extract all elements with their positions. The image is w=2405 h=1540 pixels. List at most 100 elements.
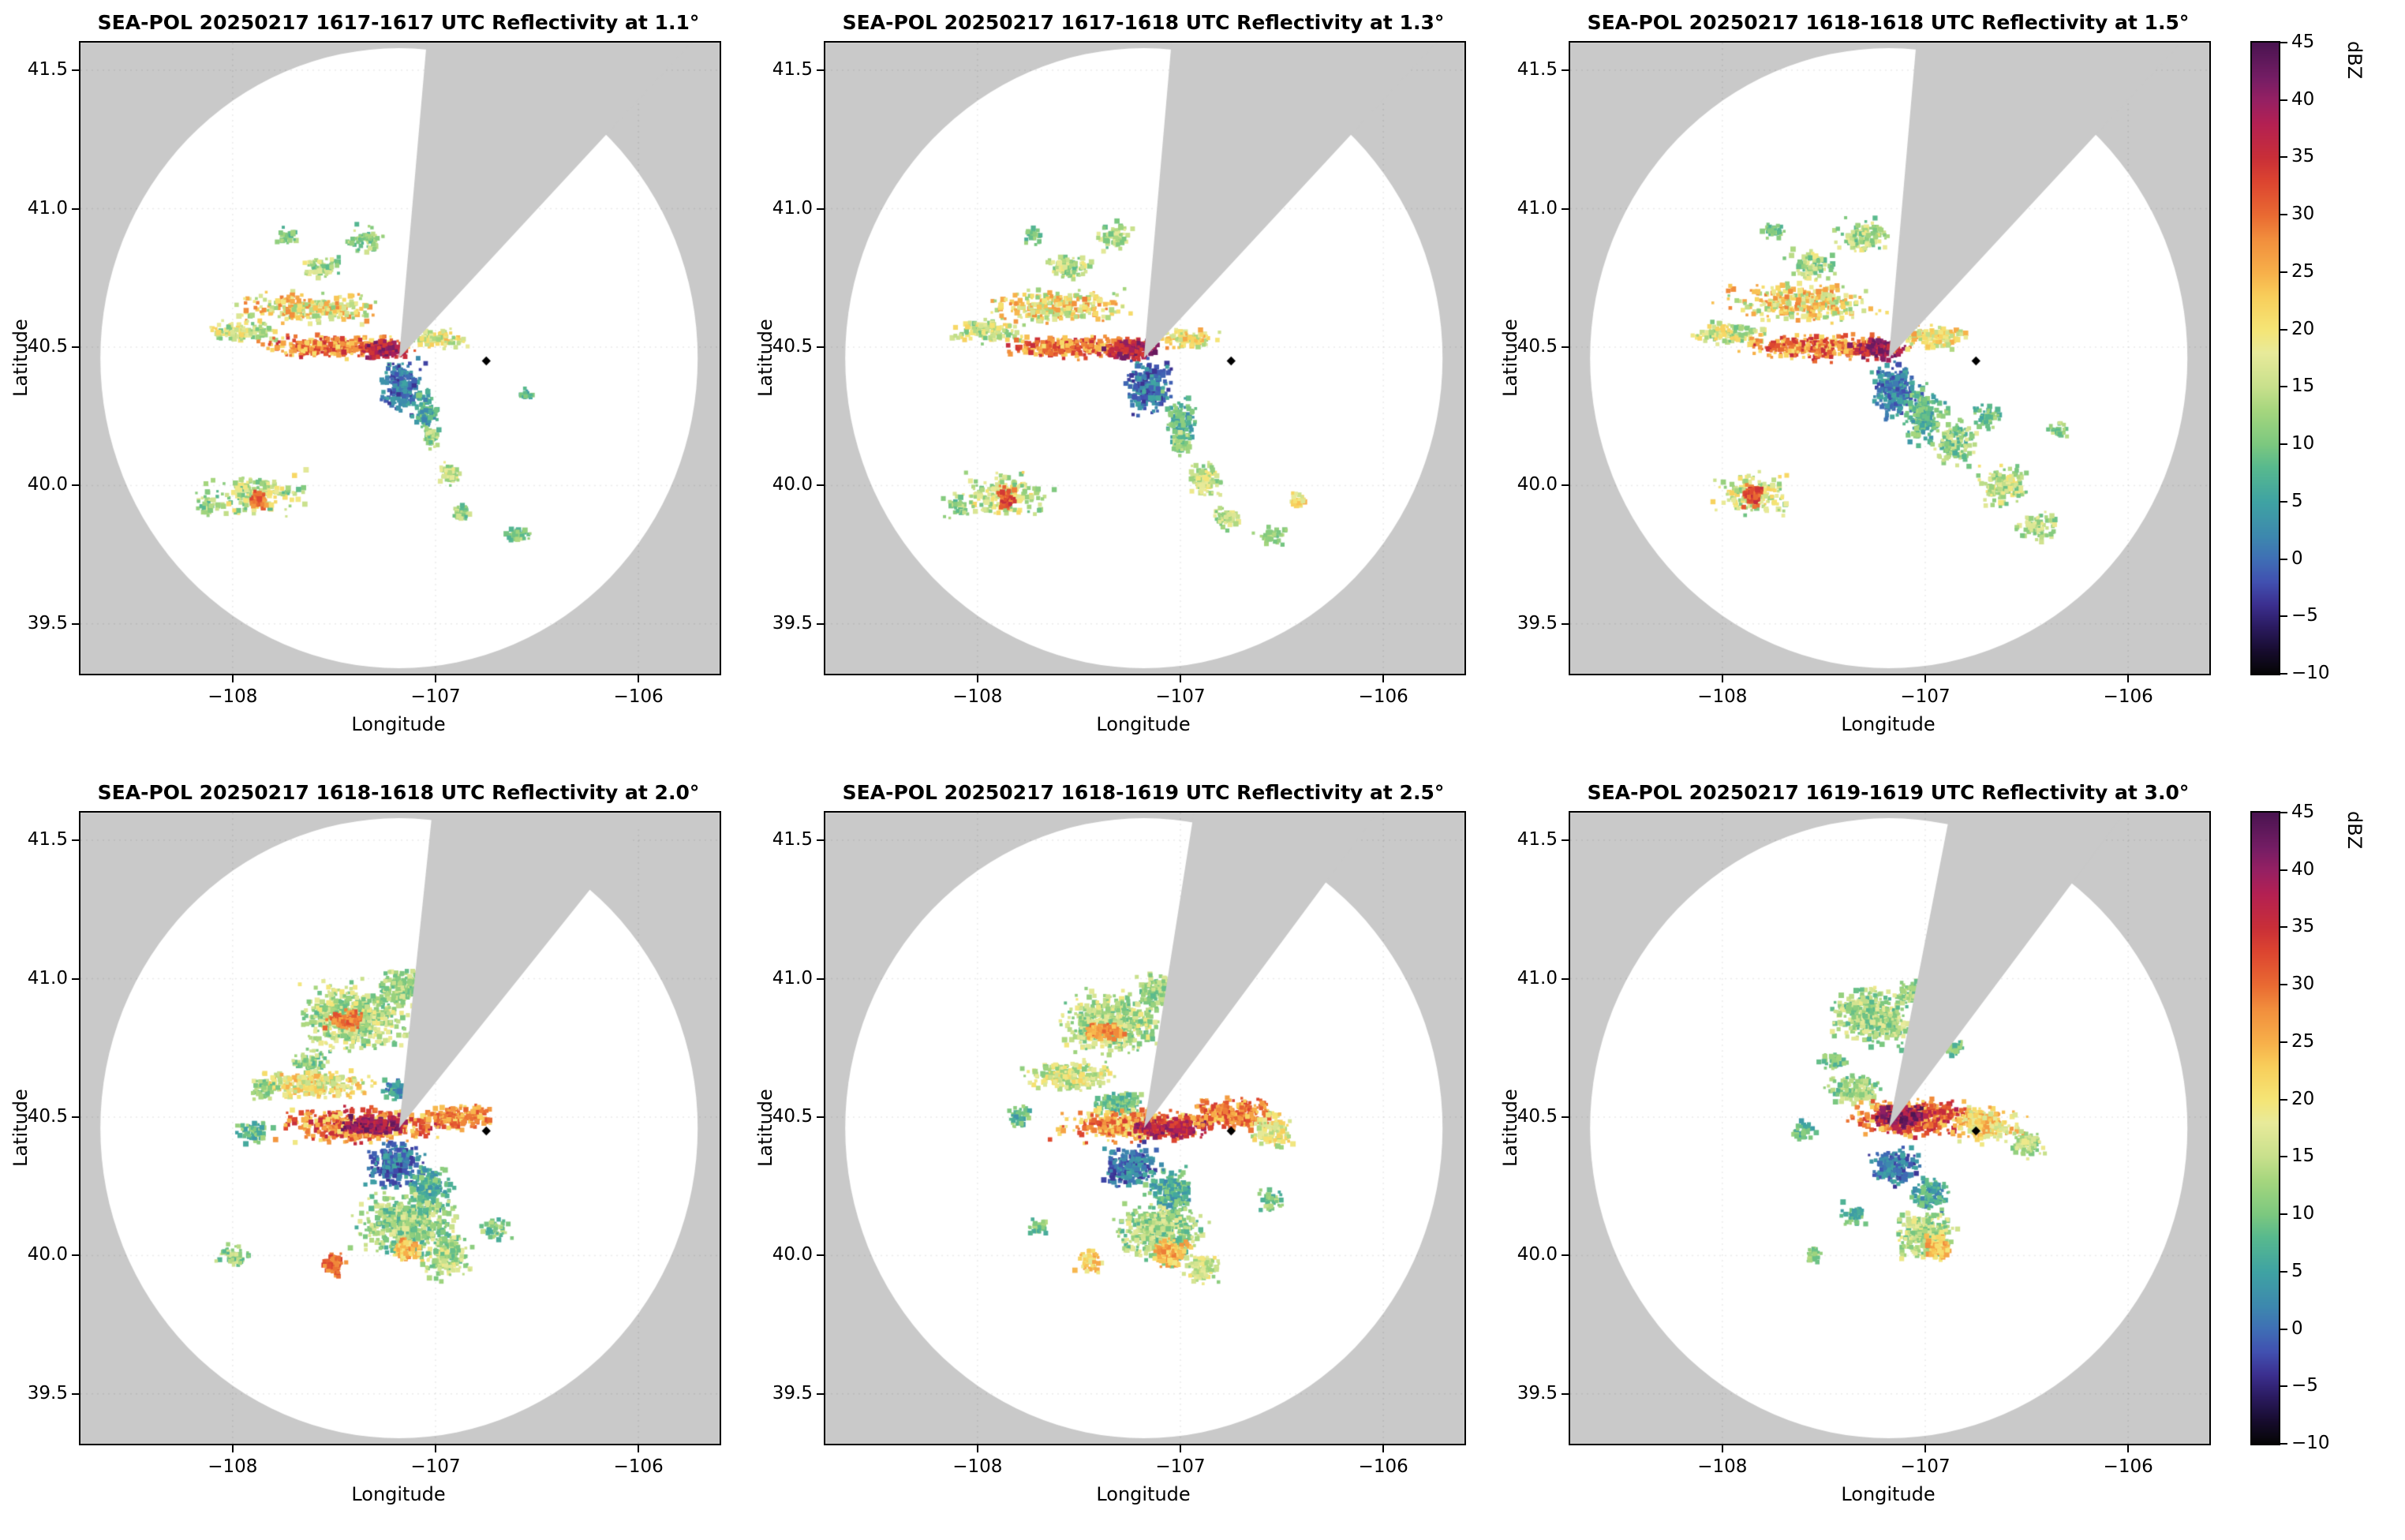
y-tick [72,1254,79,1257]
y-axis-label: Latitude [754,319,776,398]
panel-title: SEA-POL 20250217 1619-1619 UTC Reflectiv… [1587,781,2190,804]
colorbar-gradient [2250,41,2280,675]
x-tick-label: −108 [952,1456,1003,1477]
y-tick-label: 40.5 [1517,335,1558,357]
colorbar-tick [2280,1385,2287,1388]
y-tick-label: 40.0 [27,1244,68,1265]
radar-plot-canvas [824,41,1466,675]
y-tick [1562,1254,1569,1257]
y-tick [72,69,79,72]
y-tick [1562,484,1569,487]
y-tick [1562,69,1569,72]
colorbar-gradient [2250,811,2280,1445]
colorbar-tick [2280,328,2287,331]
y-tick-label: 40.5 [27,335,68,357]
x-tick [1721,675,1723,682]
colorbar-tick [2280,1156,2287,1158]
colorbar-tick [2280,1443,2287,1445]
x-tick [2127,675,2130,682]
x-tick [2127,1445,2130,1452]
radar-plot-canvas [79,811,721,1445]
x-tick-label: −106 [2103,1456,2153,1477]
colorbar-tick [2280,99,2287,101]
panel-title: SEA-POL 20250217 1617-1618 UTC Reflectiv… [842,11,1445,34]
y-tick [1562,207,1569,210]
x-tick-label: −106 [1358,686,1408,707]
colorbar-tick-label: 35 [2291,916,2315,937]
x-tick-label: −107 [1155,1456,1206,1477]
x-tick [435,675,436,682]
y-tick-label: 40.5 [772,335,813,357]
x-tick-label: −107 [410,686,461,707]
x-tick [1180,1445,1181,1452]
x-axis-label: Longitude [1841,1483,1936,1505]
x-tick-label: −106 [613,1456,664,1477]
y-tick-label: 41.5 [772,829,813,850]
y-tick [817,207,824,210]
y-tick-label: 41.0 [1517,967,1558,989]
y-tick-label: 40.5 [1517,1105,1558,1127]
y-tick [72,346,79,348]
colorbar-tick [2280,214,2287,216]
colorbar-tick-label: −10 [2291,1433,2330,1453]
y-tick [1562,346,1569,348]
y-tick [817,1116,824,1118]
x-tick [638,675,640,682]
colorbar-tick-label: 40 [2291,858,2315,880]
y-tick [817,622,824,625]
x-axis-label: Longitude [1841,713,1936,735]
colorbar-tick-label: 15 [2291,1146,2315,1167]
colorbar-tick [2280,673,2287,675]
colorbar-tick [2280,615,2287,618]
x-tick-label: −107 [1900,686,1951,707]
radar-panel-2: SEA-POL 20250217 1617-1618 UTC Reflectiv… [745,0,1490,770]
radar-plot-canvas [1569,811,2211,1445]
y-tick-label: 41.5 [27,59,68,80]
x-tick [976,1445,978,1452]
y-tick [817,977,824,980]
y-tick [72,1392,79,1395]
y-tick-label: 39.5 [772,612,813,634]
colorbar-tick-label: 15 [2291,376,2315,397]
y-tick-label: 40.0 [772,474,813,495]
y-tick-label: 41.5 [772,59,813,80]
colorbar-tick-label: −10 [2291,663,2330,683]
y-tick [817,484,824,487]
colorbar-tick [2280,869,2287,871]
colorbar-tick [2280,271,2287,273]
colorbar-tick [2280,500,2287,503]
radar-panel-3: SEA-POL 20250217 1618-1618 UTC Reflectiv… [1490,0,2235,770]
colorbar-tick [2280,386,2287,388]
y-tick-label: 39.5 [772,1382,813,1404]
radar-plot-canvas [1569,41,2211,675]
colorbar-tick [2280,42,2287,43]
colorbar-tick-label: 40 [2291,88,2315,110]
x-tick [435,1445,436,1452]
colorbar-tick [2280,558,2287,560]
colorbar-tick-label: 45 [2291,32,2315,52]
y-axis-label: Latitude [1499,1089,1521,1168]
colorbar-tick [2280,1041,2287,1043]
x-tick-label: −108 [1697,686,1748,707]
y-tick [817,839,824,842]
y-tick [72,1116,79,1118]
y-tick-label: 41.0 [772,197,813,219]
x-tick-label: −108 [952,686,1003,707]
x-tick-label: −106 [613,686,664,707]
figure-row-bottom: SEA-POL 20250217 1618-1618 UTC Reflectiv… [0,770,2405,1540]
radar-panel-6: SEA-POL 20250217 1619-1619 UTC Reflectiv… [1490,770,2235,1540]
colorbar-tick-label: 25 [2291,1030,2315,1052]
radar-plot-canvas [824,811,1466,1445]
y-tick [817,69,824,72]
y-tick [72,622,79,625]
y-tick [817,346,824,348]
x-tick-label: −106 [1358,1456,1408,1477]
colorbar-tick-label: 5 [2291,1260,2303,1281]
x-tick-label: −108 [208,1456,258,1477]
y-tick [72,839,79,842]
colorbar-label: dBZ [2343,811,2366,850]
y-tick-label: 41.0 [1517,197,1558,219]
y-tick-label: 41.0 [27,197,68,219]
y-axis-label: Latitude [9,1089,32,1168]
y-tick-label: 40.5 [27,1105,68,1127]
